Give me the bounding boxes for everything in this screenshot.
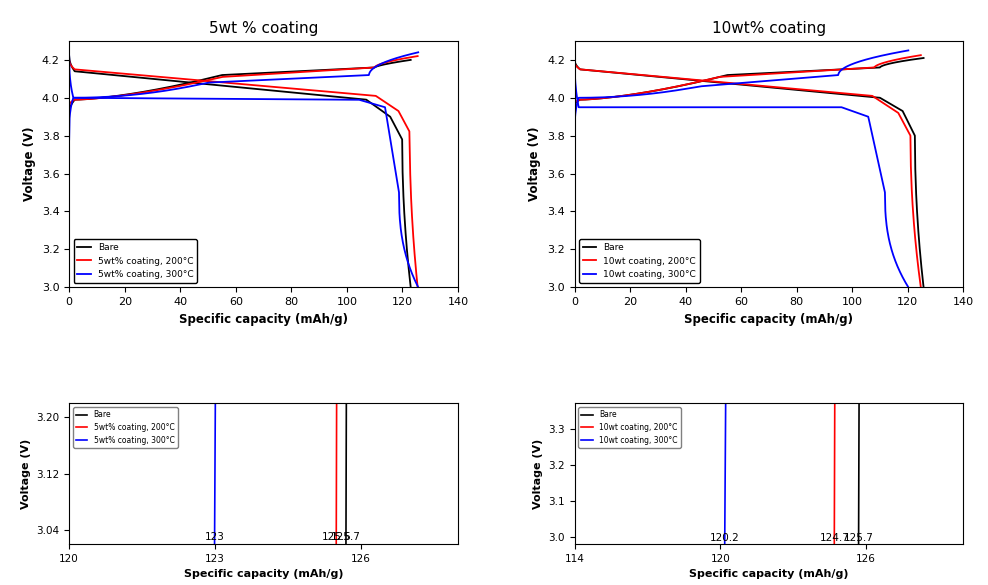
Title: 10wt% coating: 10wt% coating [712, 20, 826, 36]
Title: 5wt % coating: 5wt % coating [208, 20, 318, 36]
Text: 125.7: 125.7 [331, 532, 361, 542]
Legend: Bare, 5wt% coating, 200°C, 5wt% coating, 300°C: Bare, 5wt% coating, 200°C, 5wt% coating,… [74, 239, 198, 283]
Text: 120.2: 120.2 [710, 533, 740, 543]
Text: 125.5: 125.5 [321, 532, 352, 542]
Legend: Bare, 5wt% coating, 200°C, 5wt% coating, 300°C: Bare, 5wt% coating, 200°C, 5wt% coating,… [73, 407, 178, 448]
Text: 123: 123 [205, 532, 225, 542]
Y-axis label: Voltage (V): Voltage (V) [529, 127, 541, 201]
Y-axis label: Voltage (V): Voltage (V) [23, 127, 36, 201]
Text: 124.7: 124.7 [820, 533, 850, 543]
Legend: Bare, 10wt coating, 200°C, 10wt coating, 300°C: Bare, 10wt coating, 200°C, 10wt coating,… [578, 407, 681, 448]
X-axis label: Specific capacity (mAh/g): Specific capacity (mAh/g) [179, 312, 348, 325]
Text: 125.7: 125.7 [844, 533, 873, 543]
X-axis label: Specific capacity (mAh/g): Specific capacity (mAh/g) [685, 312, 854, 325]
Y-axis label: Voltage (V): Voltage (V) [533, 439, 542, 509]
Y-axis label: Voltage (V): Voltage (V) [21, 439, 31, 509]
Legend: Bare, 10wt coating, 200°C, 10wt coating, 300°C: Bare, 10wt coating, 200°C, 10wt coating,… [579, 239, 700, 283]
X-axis label: Specific capacity (mAh/g): Specific capacity (mAh/g) [690, 569, 849, 579]
X-axis label: Specific capacity (mAh/g): Specific capacity (mAh/g) [184, 569, 343, 579]
